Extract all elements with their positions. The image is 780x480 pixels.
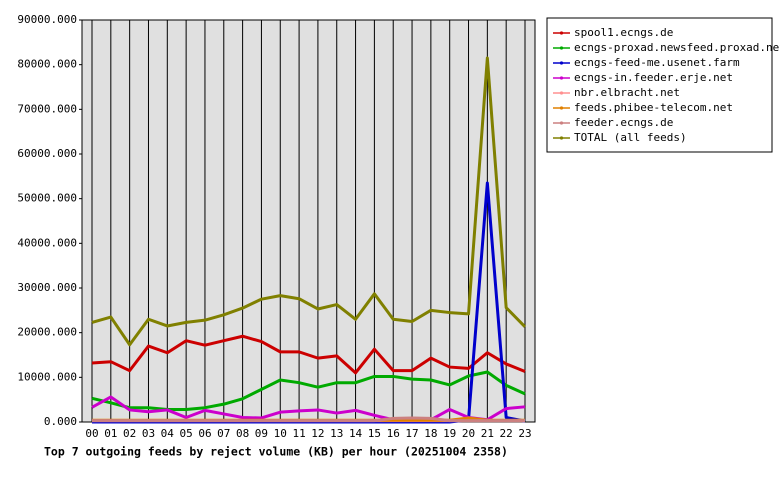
y-tick-label: 0.000 (44, 415, 77, 428)
legend-label: feeds.phibee-telecom.net (574, 101, 733, 114)
legend-marker (559, 31, 564, 35)
x-tick-label: 23 (518, 427, 531, 440)
x-tick-label: 14 (349, 427, 363, 440)
x-tick-label: 18 (424, 427, 437, 440)
x-tick-label: 08 (236, 427, 249, 440)
x-tick-label: 02 (123, 427, 136, 440)
legend-marker (559, 136, 564, 140)
y-tick-label: 90000.000 (17, 13, 77, 26)
legend-marker (559, 106, 564, 110)
legend (546, 17, 773, 153)
legend-label: ecngs-proxad.newsfeed.proxad.net (574, 41, 780, 54)
x-tick-label: 05 (180, 427, 193, 440)
x-tick-label: 15 (368, 427, 381, 440)
plot-area (81, 19, 536, 423)
x-tick-label: 13 (330, 427, 343, 440)
x-tick-label: 09 (255, 427, 268, 440)
x-tick-label: 16 (387, 427, 400, 440)
legend-label: spool1.ecngs.de (574, 26, 673, 39)
legend-marker (559, 121, 564, 125)
x-tick-label: 04 (161, 427, 175, 440)
series-line (91, 395, 526, 422)
x-tick-label: 03 (142, 427, 155, 440)
y-tick-label: 60000.000 (17, 147, 77, 160)
x-tick-label: 11 (292, 427, 305, 440)
y-tick-label: 20000.000 (17, 326, 77, 339)
x-tick-label: 10 (274, 427, 287, 440)
x-tick-label: 19 (443, 427, 456, 440)
y-tick-label: 70000.000 (17, 102, 77, 115)
x-tick-label: 20 (462, 427, 475, 440)
legend-marker (559, 76, 564, 80)
legend-marker (559, 61, 564, 65)
x-tick-label: 22 (500, 427, 513, 440)
x-tick-label: 06 (198, 427, 211, 440)
series-line (91, 56, 527, 347)
legend-label: ecngs-feed-me.usenet.farm (574, 56, 740, 69)
x-tick-label: 21 (481, 427, 494, 440)
series-line (92, 416, 525, 423)
legend-label: feeder.ecngs.de (574, 116, 673, 129)
legend-marker (559, 46, 564, 50)
y-tick-label: 80000.000 (17, 58, 77, 71)
legend-label: TOTAL (all feeds) (574, 131, 687, 144)
legend-marker (559, 91, 564, 95)
y-tick-label: 30000.000 (17, 281, 77, 294)
x-tick-label: 01 (104, 427, 117, 440)
y-tick-label: 10000.000 (17, 370, 77, 383)
x-tick-label: 17 (405, 427, 418, 440)
legend-label: nbr.elbracht.net (574, 86, 680, 99)
x-tick-label: 12 (311, 427, 324, 440)
x-tick-label: 00 (85, 427, 98, 440)
series-line (91, 334, 526, 375)
legend-label: ecngs-in.feeder.erje.net (574, 71, 733, 84)
y-tick-label: 50000.000 (17, 192, 77, 205)
y-tick-label: 40000.000 (17, 236, 77, 249)
x-tick-label: 07 (217, 427, 230, 440)
chart-title: Top 7 outgoing feeds by reject volume (K… (44, 445, 508, 459)
